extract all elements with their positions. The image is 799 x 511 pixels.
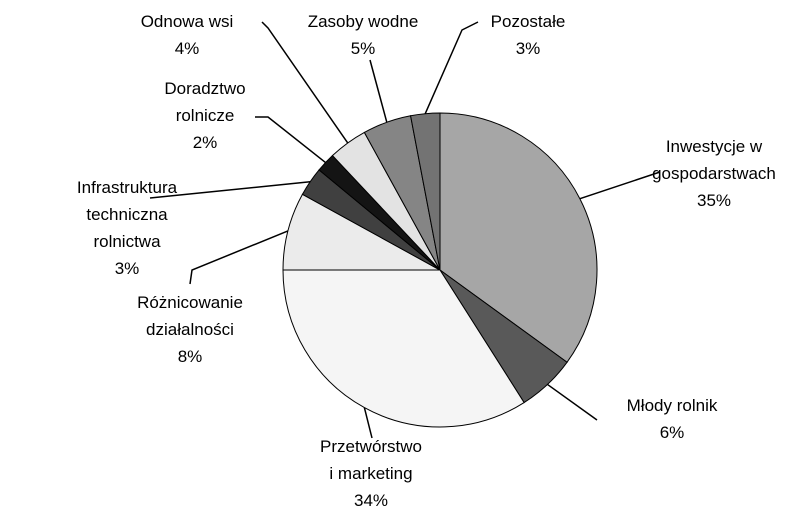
leader-line — [369, 59, 388, 123]
slice-label: Zasoby wodne 5% — [308, 8, 419, 62]
slice-label: Różnicowanie działalności 8% — [137, 289, 243, 370]
leader-line — [189, 230, 289, 285]
leader-line — [261, 21, 349, 144]
value-label: 4% — [174, 39, 200, 58]
leader-line — [424, 21, 479, 114]
category-name: Pozostałe — [490, 12, 566, 31]
value-label: 2% — [192, 133, 218, 152]
slice-label: Doradztwo rolnicze 2% — [164, 75, 245, 156]
category-name: Doradztwo rolnicze — [164, 79, 246, 125]
leader-line — [579, 171, 661, 200]
pie-slice — [409, 112, 441, 271]
value-label: 3% — [515, 39, 541, 58]
slice-label: Infrastruktura techniczna rolnictwa 3% — [77, 174, 177, 282]
slice-label: Młody rolnik 6% — [627, 392, 718, 446]
leader-line — [255, 116, 327, 164]
category-name: Infrastruktura techniczna rolnictwa — [76, 178, 178, 251]
category-name: Zasoby wodne — [307, 12, 419, 31]
slice-label: Pozostałe 3% — [491, 8, 566, 62]
slice-label: Odnowa wsi 4% — [141, 8, 234, 62]
category-name: Młody rolnik — [626, 396, 718, 415]
value-label: 35% — [696, 191, 732, 210]
slice-label: Inwestycje w gospodarstwach 35% — [652, 133, 776, 214]
value-label: 3% — [114, 259, 140, 278]
leader-line — [363, 407, 373, 439]
category-name: Inwestycje w gospodarstwach — [652, 137, 776, 183]
value-label: 6% — [659, 423, 685, 442]
slice-label: Przetwórstwo i marketing 34% — [320, 433, 422, 511]
pie-slice — [282, 269, 525, 428]
value-label: 5% — [350, 39, 376, 58]
leader-line — [547, 383, 598, 421]
value-label: 34% — [353, 491, 389, 510]
category-name: Odnowa wsi — [140, 12, 234, 31]
value-label: 8% — [177, 347, 203, 366]
category-name: Różnicowanie działalności — [137, 293, 243, 339]
leader-line — [149, 181, 311, 199]
category-name: Przetwórstwo i marketing — [319, 437, 423, 483]
